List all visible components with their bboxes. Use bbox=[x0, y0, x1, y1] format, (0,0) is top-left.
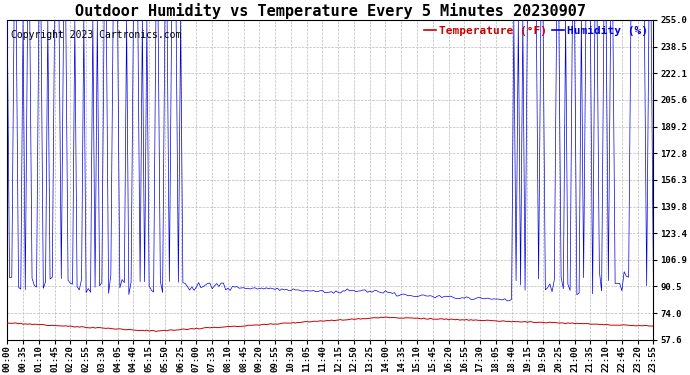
Legend: Temperature (°F), Humidity (%): Temperature (°F), Humidity (%) bbox=[424, 26, 648, 36]
Title: Outdoor Humidity vs Temperature Every 5 Minutes 20230907: Outdoor Humidity vs Temperature Every 5 … bbox=[75, 3, 586, 19]
Text: Copyright 2023 Cartronics.com: Copyright 2023 Cartronics.com bbox=[10, 30, 181, 39]
